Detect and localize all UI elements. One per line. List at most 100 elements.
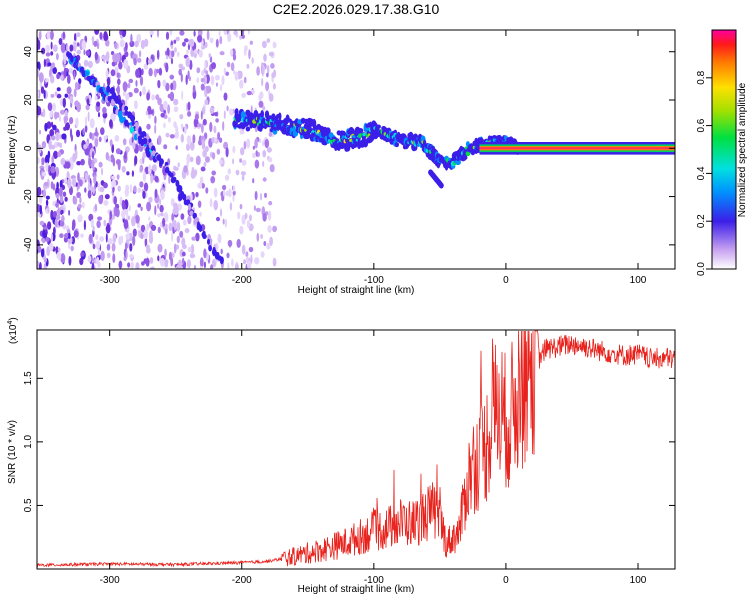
noise-blob <box>109 139 113 147</box>
noise-blob <box>241 159 247 166</box>
noise-blob <box>245 256 249 262</box>
noise-blob <box>98 112 100 118</box>
noise-blob <box>38 194 43 204</box>
noise-blob <box>54 218 58 228</box>
noise-blob <box>163 100 168 110</box>
noise-blob <box>175 125 179 133</box>
noise-blob <box>47 205 50 213</box>
noise-blob <box>184 228 190 234</box>
noise-blob <box>197 182 203 189</box>
noise-blob <box>88 157 92 167</box>
noise-blob <box>105 69 109 80</box>
noise-blob <box>99 236 105 242</box>
noise-blob <box>204 146 209 153</box>
noise-blob <box>97 248 101 256</box>
noise-blob <box>128 204 131 212</box>
noise-blob <box>187 111 192 117</box>
noise-blob <box>92 243 96 250</box>
noise-blob <box>195 232 200 242</box>
noise-blob <box>203 248 207 259</box>
noise-blob <box>260 251 265 258</box>
noise-blob <box>73 230 79 238</box>
spectrogram-frame <box>36 29 676 270</box>
noise-blob <box>111 242 116 252</box>
noise-blob <box>56 93 62 99</box>
noise-blob <box>210 75 215 86</box>
noise-blob <box>70 134 73 142</box>
noise-blob <box>94 203 98 212</box>
noise-blob <box>168 175 171 184</box>
noise-blob <box>127 82 131 89</box>
noise-blob <box>84 187 87 193</box>
noise-blob <box>162 79 167 87</box>
noise-blob <box>62 97 66 108</box>
noise-blob <box>85 49 91 57</box>
noise-blob <box>66 86 72 95</box>
noise-blob <box>115 148 121 155</box>
noise-blob <box>205 156 210 163</box>
noise-blob <box>213 187 218 198</box>
noise-blob <box>123 219 129 230</box>
noise-blob <box>78 179 83 187</box>
noise-blob <box>64 177 68 185</box>
noise-blob <box>125 250 128 260</box>
noise-blob <box>111 179 116 189</box>
noise-blob <box>216 148 221 155</box>
noise-blob <box>241 174 245 181</box>
x-tick-label: -300 <box>100 275 120 286</box>
noise-blob <box>99 186 105 193</box>
streak-blob <box>207 238 210 245</box>
noise-blob <box>124 151 127 160</box>
noise-blob <box>51 155 55 164</box>
noise-blob <box>69 117 74 125</box>
noise-blob <box>75 117 79 127</box>
noise-blob <box>84 116 88 127</box>
noise-blob <box>193 49 198 54</box>
ridge-core-blob <box>362 132 366 137</box>
noise-blob <box>272 41 277 49</box>
noise-blob <box>249 214 252 222</box>
multiplier-close: ) <box>8 317 19 320</box>
noise-blob <box>38 144 42 154</box>
noise-blob <box>219 84 223 92</box>
noise-blob <box>55 202 59 208</box>
streak-blob <box>219 256 224 265</box>
noise-blob <box>143 38 149 48</box>
noise-blob <box>98 161 103 168</box>
noise-blob <box>200 78 205 83</box>
snr-ticks: -300 -200 -100 0 100 0.5 1.0 1.5 <box>23 330 675 586</box>
noise-blob <box>77 203 82 209</box>
noise-blob <box>163 144 168 150</box>
noise-blob <box>263 53 267 63</box>
noise-blob <box>46 121 52 129</box>
noise-blob <box>209 37 214 44</box>
noise-blob <box>143 229 148 240</box>
noise-blob <box>223 67 227 75</box>
noise-blob <box>41 172 47 177</box>
y-tick-label: -40 <box>23 237 34 252</box>
noise-blob <box>60 109 65 115</box>
noise-blob <box>262 160 265 167</box>
noise-blob <box>154 124 157 134</box>
spectrogram-y-axis-label: Frequency (Hz) <box>7 116 18 185</box>
noise-blob <box>111 61 116 67</box>
noise-blob <box>52 67 57 74</box>
noise-blob <box>59 179 63 189</box>
noise-blob <box>178 68 182 76</box>
noise-blob <box>163 259 169 265</box>
noise-blob <box>176 235 180 244</box>
noise-blob <box>141 261 145 266</box>
noise-blob <box>125 42 128 51</box>
noise-blob <box>157 243 163 253</box>
noise-blob <box>224 218 228 228</box>
noise-blob <box>150 266 155 269</box>
noise-blob <box>255 207 261 213</box>
noise-blob <box>84 172 89 181</box>
noise-blob <box>44 122 48 132</box>
noise-blob <box>157 97 162 106</box>
noise-blob <box>56 181 59 190</box>
noise-blob <box>143 182 149 192</box>
noise-blob <box>190 141 195 151</box>
noise-blob <box>223 92 228 101</box>
